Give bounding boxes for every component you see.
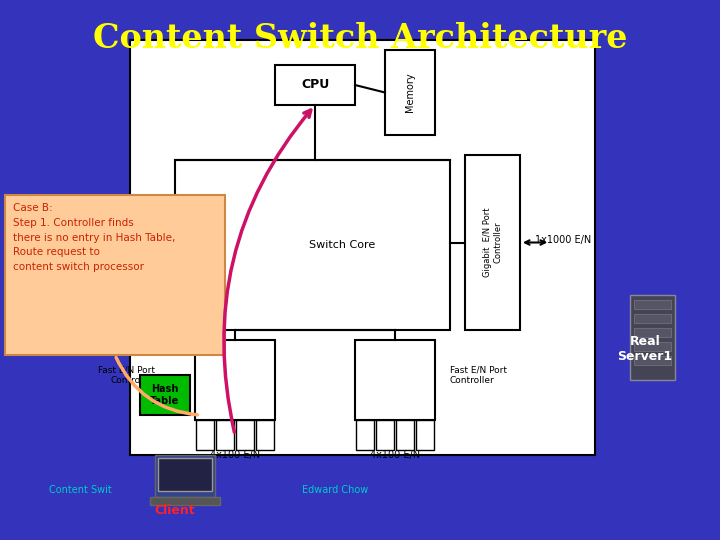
Text: 4x100 E/N: 4x100 E/N xyxy=(370,450,420,460)
Bar xyxy=(5,195,225,355)
Bar xyxy=(236,420,254,450)
Text: Fast E/N Port
Controller: Fast E/N Port Controller xyxy=(450,365,507,384)
FancyArrowPatch shape xyxy=(525,240,545,245)
Bar xyxy=(465,155,520,330)
Text: Case B:
Step 1. Controller finds
there is no entry in Hash Table,
Route request : Case B: Step 1. Controller finds there i… xyxy=(13,203,176,272)
Bar xyxy=(396,420,414,450)
Bar xyxy=(356,420,374,450)
Text: Gigabit  E/N Port
Controller: Gigabit E/N Port Controller xyxy=(483,208,503,277)
Bar xyxy=(634,328,671,337)
Bar xyxy=(376,420,394,450)
FancyArrowPatch shape xyxy=(116,357,197,415)
Text: Real
Server1: Real Server1 xyxy=(618,335,672,363)
Bar xyxy=(385,50,435,135)
Bar xyxy=(150,497,220,505)
Text: Client: Client xyxy=(155,503,195,516)
Bar xyxy=(630,295,675,380)
Text: Switch Core: Switch Core xyxy=(310,240,376,250)
Text: Content Switch Architecture: Content Switch Architecture xyxy=(93,22,627,55)
Bar xyxy=(256,420,274,450)
Text: CPU: CPU xyxy=(301,78,329,91)
Text: Content Swit: Content Swit xyxy=(49,485,112,495)
Bar xyxy=(216,420,234,450)
FancyArrowPatch shape xyxy=(224,110,311,433)
Text: Hash
Table: Hash Table xyxy=(150,384,179,406)
Bar xyxy=(634,300,671,309)
Text: Fast E/N Port
Controller: Fast E/N Port Controller xyxy=(98,365,155,384)
Bar xyxy=(155,455,215,497)
Bar xyxy=(158,458,212,491)
Text: Memory: Memory xyxy=(405,73,415,112)
Bar xyxy=(634,356,671,365)
Bar xyxy=(196,420,214,450)
Bar xyxy=(634,342,671,351)
Bar xyxy=(195,340,275,420)
Bar xyxy=(130,40,595,455)
Bar xyxy=(355,340,435,420)
Text: 4x100 E/N: 4x100 E/N xyxy=(210,450,260,460)
Bar xyxy=(275,65,355,105)
Bar xyxy=(634,314,671,323)
Bar xyxy=(175,160,450,330)
Text: Edward Chow: Edward Chow xyxy=(302,485,368,495)
Text: 1x1000 E/N: 1x1000 E/N xyxy=(535,235,591,245)
Bar xyxy=(416,420,434,450)
Bar xyxy=(140,375,190,415)
